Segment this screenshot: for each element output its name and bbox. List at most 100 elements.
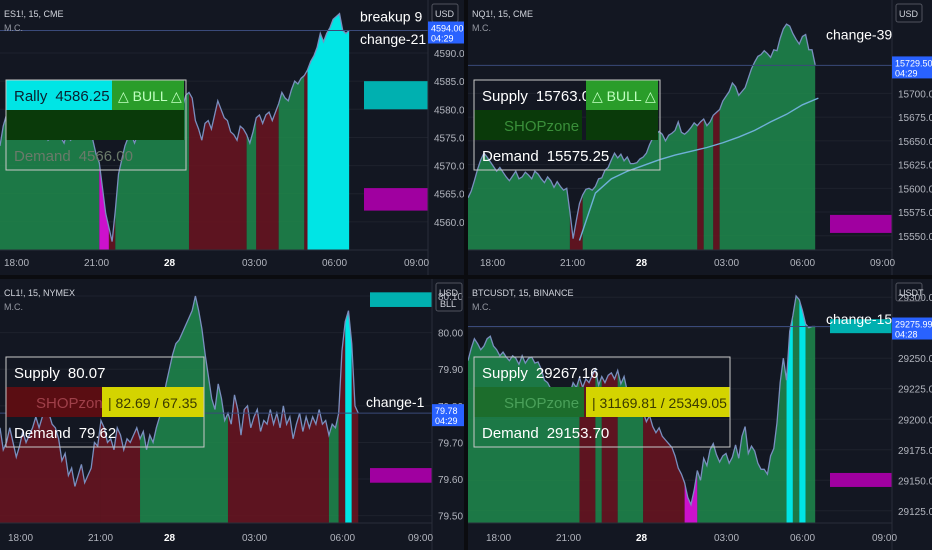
box-row-bg <box>6 110 114 140</box>
box-row-bg <box>112 110 184 140</box>
area-segment-bear <box>713 109 720 250</box>
x-tick-label: 03:00 <box>242 533 267 544</box>
current-price-value: 4594.00 <box>431 24 464 34</box>
x-tick-label: 21:00 <box>84 258 109 269</box>
annotation-label: change-39 <box>826 27 892 43</box>
area-segment-magenta <box>684 470 698 523</box>
currency-button[interactable] <box>435 282 463 312</box>
current-price-value: 79.78 <box>435 406 458 416</box>
y-tick-label: 29250.00 <box>898 354 932 365</box>
chart-title: BTCUSDT, 15, BINANCE <box>472 288 574 298</box>
area-segment-bull <box>703 115 714 250</box>
chart-title: NQ1!, 15, CME <box>472 9 533 19</box>
area-segment-bear <box>108 210 116 250</box>
box-row-label: Rally 4586.25 <box>14 88 110 105</box>
x-tick-label: 03:00 <box>714 533 739 544</box>
currency-label: USD <box>435 9 455 19</box>
box-row-title: Supply <box>482 365 528 382</box>
y-tick-label: 15650.00 <box>898 137 932 148</box>
current-price-tag <box>892 56 932 79</box>
x-tick-label: 09:00 <box>870 258 895 269</box>
bull-badge-label: △ BULL △ <box>118 88 182 104</box>
y-tick-label: 29175.00 <box>898 446 932 457</box>
demand-band <box>364 188 428 211</box>
box-row-value: 29267.16 <box>536 365 599 382</box>
area-segment-cyan <box>345 310 352 523</box>
current-price-tag <box>892 317 932 340</box>
moving-average-line <box>578 97 819 241</box>
box-row-label: Demand 4566.00 <box>14 148 133 165</box>
x-tick-label: 18:00 <box>8 533 33 544</box>
chart-canvas: change-179.5079.6079.7079.8079.9080.0080… <box>0 279 464 550</box>
price-axis[interactable] <box>892 0 932 275</box>
chart-canvas: change-39 15550.00 15575.00 15600.00 15625.0… <box>468 0 932 275</box>
area-segment-bear <box>100 420 141 523</box>
box-row-label: SHOPzone <box>504 395 579 412</box>
annotation-label: change-1 <box>366 394 425 410</box>
range-badge-label: | 82.69 / 67.35 <box>108 395 197 411</box>
zone-box-border <box>473 79 661 171</box>
zone-info-box: Supply 80.07 SHOPzone Demand 79.62 | 82.69 / … <box>5 356 205 448</box>
area-segment-bear <box>697 119 704 250</box>
y-tick-label: 15675.00 <box>898 113 932 124</box>
zone-box-border <box>5 356 205 448</box>
area-segment-bull <box>328 413 339 523</box>
box-row-title: SHOPzone <box>504 395 579 412</box>
area-segment-bear <box>227 394 329 523</box>
demand-band <box>830 472 892 487</box>
zone-info-box: Supply 15763.00 SHOPzone Demand 15575.25 △ BU… <box>473 79 661 171</box>
x-tick-label: 03:00 <box>714 258 739 269</box>
chart-panel-nq1[interactable]: change-39 15550.00 15575.00 15600.00 15625.0… <box>468 0 932 275</box>
area-segment-bull <box>812 326 816 523</box>
area-segment-bear <box>0 405 101 523</box>
currency-button[interactable] <box>895 3 923 23</box>
chart-subtitle: M.C. <box>472 23 491 33</box>
x-tick-label: 21:00 <box>560 258 585 269</box>
x-tick-label: 21:00 <box>556 533 581 544</box>
x-tick-label: 06:00 <box>322 258 347 269</box>
chart-panel-cl1[interactable]: change-179.5079.6079.7079.8079.9080.0080… <box>0 279 464 550</box>
box-row-title: Supply <box>482 88 528 105</box>
box-row-bg <box>474 110 582 140</box>
box-row-value: 80.07 <box>68 365 106 382</box>
bull-badge <box>112 80 184 110</box>
chart-panel-btcusdt[interactable]: change-15 29125.00 29150.00 29175.00 29200.0… <box>468 279 932 550</box>
current-price-time: 04:29 <box>435 416 458 426</box>
chart-subtitle: M.C. <box>4 302 23 312</box>
box-row-title: Rally <box>14 88 48 105</box>
area-segment-bear <box>338 321 346 523</box>
currency-button[interactable] <box>895 282 923 302</box>
current-price-time: 04:28 <box>895 330 918 340</box>
area-segment-bear <box>256 103 279 251</box>
demand-band <box>370 468 432 483</box>
zone-box-border <box>5 79 187 171</box>
box-row-title: Supply <box>14 365 60 382</box>
box-row-label: Demand 15575.25 <box>482 148 609 165</box>
bull-badge <box>586 80 658 110</box>
y-tick-label: 4570.00 <box>434 162 464 173</box>
y-tick-label: 4575.00 <box>434 133 464 144</box>
range-badge <box>102 387 204 417</box>
chart-subtitle: M.C. <box>4 23 23 33</box>
price-axis[interactable] <box>428 0 464 275</box>
price-line <box>0 295 359 487</box>
chart-canvas: breakup 9 change-21 4560.00 4565.00 4570.00 4… <box>0 0 464 275</box>
x-tick-label: 09:00 <box>408 533 433 544</box>
currency-label: USD <box>899 9 919 19</box>
x-tick-label: 06:00 <box>330 533 355 544</box>
panel-divider-horizontal[interactable] <box>0 275 932 279</box>
y-tick-label: 4580.00 <box>434 105 464 116</box>
zone-box-border <box>473 356 731 448</box>
box-row-title: Demand <box>482 425 539 442</box>
y-tick-label: 29200.00 <box>898 415 932 426</box>
box-row-title: SHOPzone <box>504 118 579 135</box>
chart-panel-es1[interactable]: breakup 9 change-21 4560.00 4565.00 4570.00 4… <box>0 0 464 275</box>
x-tick-label: 18:00 <box>486 533 511 544</box>
zone-info-box: Rally 4586.25 Demand 4566.00 △ BULL △ <box>5 79 187 171</box>
x-tick-label: 28 <box>636 258 648 269</box>
box-row-value: 29153.70 <box>547 425 610 442</box>
current-price-tag <box>428 21 464 44</box>
box-row-label: Demand 29153.70 <box>482 425 609 442</box>
range-badge <box>586 387 730 417</box>
